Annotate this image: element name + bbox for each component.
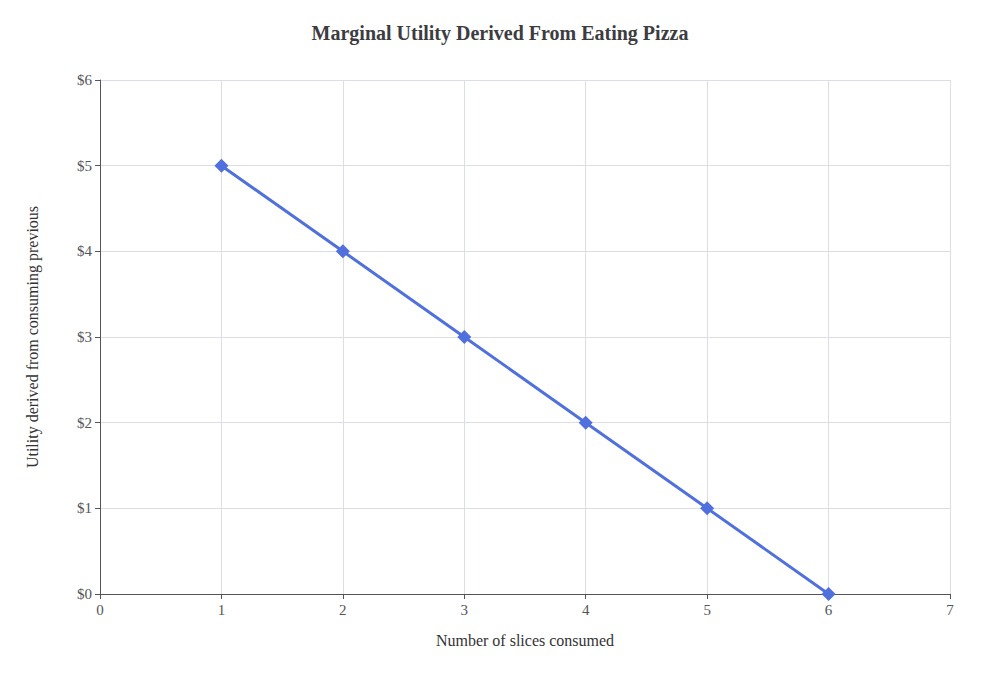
svg-text:$2: $2 (77, 415, 92, 431)
svg-text:4: 4 (582, 602, 590, 618)
svg-text:$0: $0 (77, 586, 92, 602)
svg-text:7: 7 (946, 602, 954, 618)
svg-text:$1: $1 (77, 500, 92, 516)
svg-text:2: 2 (339, 602, 347, 618)
svg-text:3: 3 (461, 602, 469, 618)
svg-text:0: 0 (96, 602, 104, 618)
svg-text:$6: $6 (77, 72, 93, 88)
svg-text:$3: $3 (77, 329, 92, 345)
svg-text:Marginal Utility Derived From: Marginal Utility Derived From Eating Piz… (312, 22, 689, 45)
svg-text:$5: $5 (77, 158, 92, 174)
svg-text:5: 5 (703, 602, 711, 618)
svg-text:Utility derived from consuming: Utility derived from consuming previous (24, 206, 42, 468)
svg-text:Number of slices consumed: Number of slices consumed (436, 632, 614, 649)
svg-text:6: 6 (825, 602, 833, 618)
svg-text:1: 1 (218, 602, 226, 618)
svg-text:$4: $4 (77, 243, 93, 259)
